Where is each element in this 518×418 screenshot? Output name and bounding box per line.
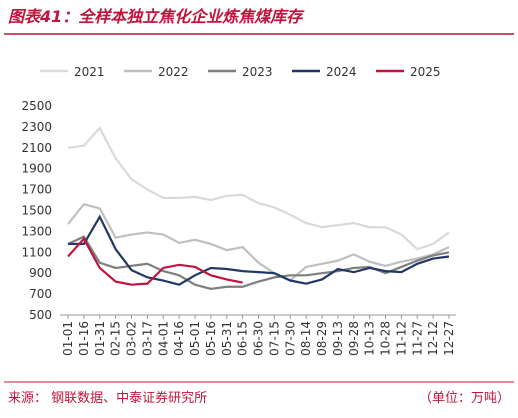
x-tick-label: 10-13 <box>363 321 377 356</box>
x-tick-label: 04-16 <box>172 321 186 356</box>
x-tick-label: 05-16 <box>204 321 218 356</box>
x-tick-label: 10-28 <box>379 321 393 356</box>
series-line <box>67 235 450 290</box>
x-tick-label: 09-13 <box>331 321 345 356</box>
x-tick-label: 09-28 <box>347 321 361 356</box>
x-tick-label: 06-30 <box>252 321 266 356</box>
y-tick-label: 1500 <box>21 204 52 218</box>
x-tick-label: 05-31 <box>220 321 234 356</box>
x-tick-label: 02-15 <box>109 321 123 356</box>
x-tick-label: 06-15 <box>236 321 250 356</box>
x-tick-label: 03-02 <box>125 321 139 356</box>
y-tick-label: 1900 <box>21 162 52 176</box>
x-tick-label: 08-14 <box>299 321 313 356</box>
legend-label: 2024 <box>326 65 357 79</box>
series-line <box>68 214 450 286</box>
x-tick-label: 07-30 <box>283 321 297 356</box>
x-tick-label: 03-17 <box>140 321 154 356</box>
x-tick-label: 12-12 <box>426 321 440 356</box>
x-tick-label: 04-01 <box>156 321 170 356</box>
y-tick-label: 700 <box>29 287 52 301</box>
x-tick-label: 01-16 <box>77 321 91 356</box>
chart-title: 图表41：全样本独立焦化企业炼焦煤库存 <box>8 7 305 26</box>
y-tick-label: 1100 <box>21 245 52 259</box>
y-tick-label: 2500 <box>21 99 52 113</box>
legend-label: 2025 <box>410 65 441 79</box>
x-tick-label: 05-01 <box>188 321 202 356</box>
y-tick-label: 1300 <box>21 224 52 238</box>
source: 来源： 钢联数据、中泰证券研究所 <box>8 390 207 406</box>
x-tick-label: 01-01 <box>61 321 75 356</box>
legend-label: 2023 <box>242 65 273 79</box>
y-tick-label: 2300 <box>21 120 52 134</box>
legend-label: 2022 <box>158 65 189 79</box>
series-line <box>67 126 450 251</box>
legend-label: 2021 <box>74 65 105 79</box>
y-tick-label: 900 <box>29 266 52 280</box>
series-line <box>67 236 243 286</box>
y-tick-label: 1700 <box>21 183 52 197</box>
series-line <box>67 202 450 282</box>
y-tick-label: 2100 <box>21 141 52 155</box>
unit: （单位：万吨） <box>419 391 510 406</box>
x-tick-label: 07-15 <box>267 321 281 356</box>
x-tick-label: 12-27 <box>442 321 456 356</box>
x-tick-label: 11-12 <box>394 321 408 356</box>
x-tick-label: 01-31 <box>93 321 107 356</box>
y-tick-label: 500 <box>29 308 52 322</box>
x-tick-label: 08-29 <box>315 321 329 356</box>
x-tick-label: 11-27 <box>410 321 424 356</box>
